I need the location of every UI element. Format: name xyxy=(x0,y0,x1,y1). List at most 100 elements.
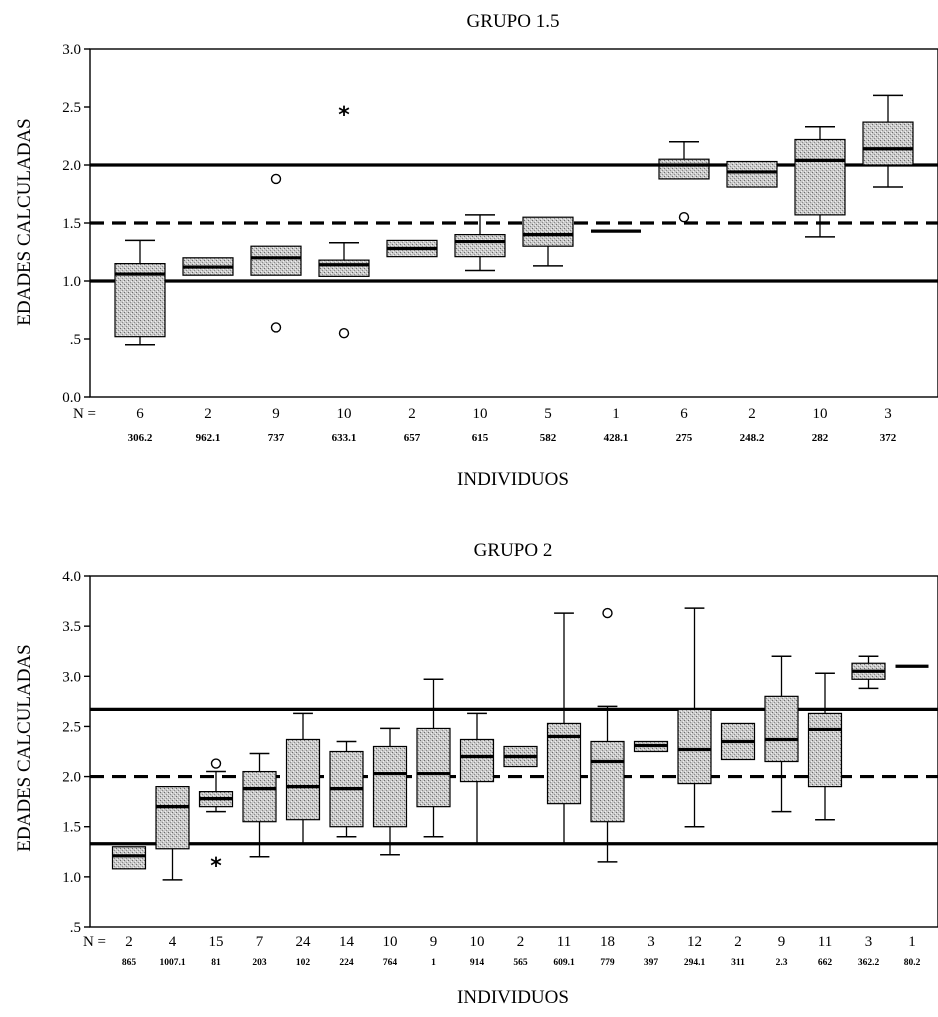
individual-labels: 865 1007.1 81 203 102 224 764 1 914 565 609.1 779 39… xyxy=(122,958,921,968)
box-311 xyxy=(720,722,756,761)
n-label: 3 xyxy=(647,934,655,950)
individual-label: 203 xyxy=(252,958,267,968)
n-label: 9 xyxy=(778,934,786,950)
n-labels: 2 4 15 7 24 14 10 9 10 2 11 18 3 12 2 9 11 3 1 xyxy=(125,934,916,950)
box-102 xyxy=(285,712,321,845)
box-362.2 xyxy=(851,655,886,690)
individual-label: 81 xyxy=(211,958,221,968)
iqr-box xyxy=(658,158,710,180)
n-label: 11 xyxy=(557,934,571,950)
iqr-box xyxy=(726,160,778,188)
n-label: 5 xyxy=(544,406,552,422)
individual-label: 362.2 xyxy=(858,958,880,968)
extreme-marker: * xyxy=(210,854,222,879)
iqr-box xyxy=(250,245,302,276)
x-axis-title: INDIVIDUOS xyxy=(457,469,569,490)
individual-label: 282 xyxy=(812,432,829,444)
individual-label: 609.1 xyxy=(553,958,575,968)
iqr-box xyxy=(416,727,451,808)
chart-title: GRUPO 1.5 xyxy=(467,11,560,32)
chart-grupo-2: GRUPO 2 EDADES CALCULADAS .51.01.52.02.5… xyxy=(14,540,938,1008)
individual-label: 1007.1 xyxy=(159,958,185,968)
n-label: 10 xyxy=(337,406,352,422)
n-label: 10 xyxy=(813,406,828,422)
individual-label: 397 xyxy=(644,958,659,968)
individual-label: 662 xyxy=(818,958,833,968)
n-label: 2 xyxy=(408,406,416,422)
box-662 xyxy=(807,672,843,821)
individual-label: 865 xyxy=(122,958,137,968)
y-axis: 0.0 .5 1.0 1.5 2.0 2.5 3.0 xyxy=(62,42,90,406)
iqr-box xyxy=(372,745,408,828)
y-tick-label: 1.5 xyxy=(62,820,81,836)
iqr-box xyxy=(590,740,625,823)
n-label: 12 xyxy=(687,934,702,950)
n-label: 10 xyxy=(470,934,485,950)
individual-label: 1 xyxy=(431,958,436,968)
box-865 xyxy=(111,846,147,870)
outlier-marker xyxy=(338,328,350,339)
individual-label: 633.1 xyxy=(332,432,357,444)
box-2.3 xyxy=(764,655,799,813)
iqr-box xyxy=(114,263,166,338)
plot-frame xyxy=(89,575,938,928)
y-tick-label: 1.0 xyxy=(62,274,81,290)
iqr-box xyxy=(677,708,712,785)
y-tick-label: .5 xyxy=(70,332,81,348)
n-prefix: N = xyxy=(73,406,96,422)
y-tick-label: 3.5 xyxy=(62,619,81,635)
individual-label: 306.2 xyxy=(128,432,153,444)
iqr-box xyxy=(807,712,843,788)
y-tick-label: 2.0 xyxy=(62,770,81,786)
individual-label: 2.3 xyxy=(776,958,788,968)
y-tick-label: 0.0 xyxy=(62,390,81,406)
box-764 xyxy=(372,727,408,856)
n-label: 9 xyxy=(430,934,438,950)
individual-label: 224 xyxy=(339,958,354,968)
n-label: 2 xyxy=(748,406,756,422)
n-label: 2 xyxy=(734,934,742,950)
outlier-marker xyxy=(210,758,222,769)
n-label: 10 xyxy=(473,406,488,422)
individual-label: 311 xyxy=(731,958,745,968)
box-609.1 xyxy=(546,612,582,845)
box-306.2 xyxy=(114,239,166,346)
n-label: 1 xyxy=(908,934,916,950)
y-tick-label: 1.5 xyxy=(62,216,81,232)
y-tick-label: 1.0 xyxy=(62,870,81,886)
iqr-box xyxy=(285,738,321,821)
outlier-marker xyxy=(270,173,282,185)
x-axis-title: INDIVIDUOS xyxy=(457,987,569,1008)
box-81: * xyxy=(198,758,234,879)
individual-label: 275 xyxy=(676,432,693,444)
y-tick-label: 2.0 xyxy=(62,158,81,174)
box-565 xyxy=(503,745,538,768)
n-label: 14 xyxy=(339,934,355,950)
individual-label: 764 xyxy=(383,958,398,968)
individual-label: 428.1 xyxy=(604,432,629,444)
box-248.2 xyxy=(726,160,778,188)
y-axis-title: EDADES CALCULADAS xyxy=(14,644,35,851)
iqr-box xyxy=(764,695,799,763)
n-label: 2 xyxy=(517,934,525,950)
n-prefix: N = xyxy=(83,934,106,950)
individual-label: 737 xyxy=(268,432,285,444)
n-label: 9 xyxy=(272,406,280,422)
y-axis: .5 1.0 1.5 2.0 2.5 3.0 3.5 4.0 xyxy=(62,569,90,936)
box-657 xyxy=(386,239,438,258)
box-737 xyxy=(250,173,302,333)
box-779 xyxy=(590,607,625,863)
n-label: 6 xyxy=(680,406,688,422)
n-labels: 6 2 9 10 2 10 5 1 6 2 10 3 xyxy=(136,406,892,422)
box-914 xyxy=(459,712,495,845)
y-axis-title: EDADES CALCULADAS xyxy=(14,118,35,325)
n-label: 2 xyxy=(204,406,212,422)
box-275 xyxy=(658,141,710,223)
n-label: 11 xyxy=(818,934,832,950)
n-label: 7 xyxy=(256,934,264,950)
individual-label: 80.2 xyxy=(904,958,921,968)
y-tick-label: 2.5 xyxy=(62,719,81,735)
boxes: * xyxy=(111,607,929,881)
extreme-marker: * xyxy=(338,103,350,128)
